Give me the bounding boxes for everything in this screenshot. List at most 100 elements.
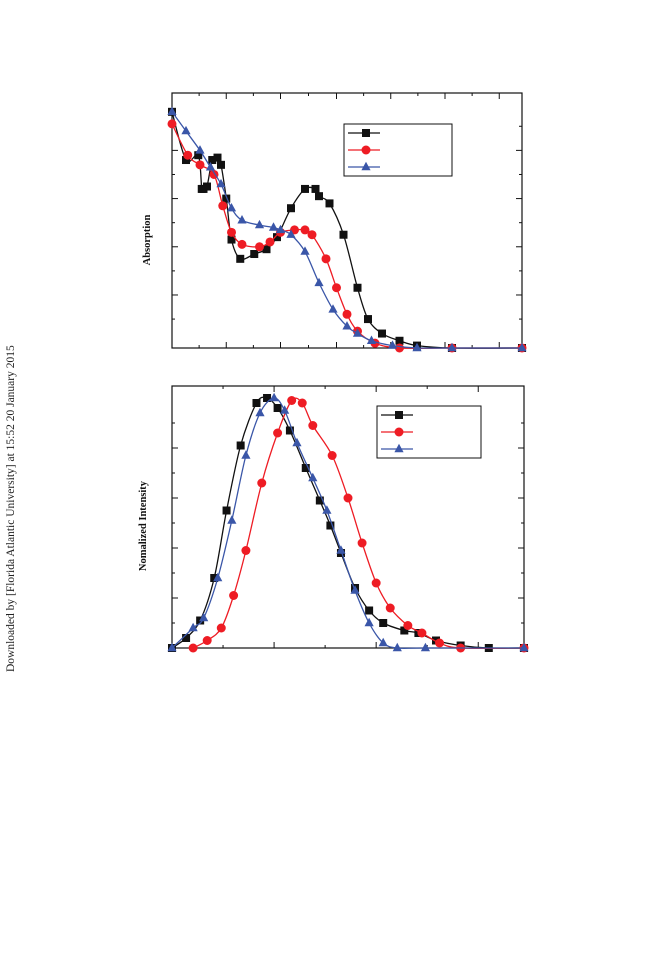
- y-axis-label: Nomalized Intensity: [138, 480, 149, 571]
- series-2-point: [307, 230, 317, 240]
- emission-chart: Nomalized Intensity: [138, 385, 529, 653]
- series-1-point: [262, 245, 271, 254]
- series-3-point: [268, 222, 279, 231]
- series-1-point: [194, 151, 203, 160]
- series-1-point: [378, 329, 386, 338]
- series-1-point: [379, 619, 388, 627]
- series-1-point: [301, 184, 309, 193]
- series-3-point: [237, 215, 247, 224]
- series-1-point: [236, 254, 245, 263]
- series-3-point: [336, 545, 346, 554]
- series-1-point: [252, 399, 261, 407]
- series-3-point: [517, 342, 527, 352]
- series-2-point: [297, 398, 307, 408]
- series-2-point: [332, 283, 341, 293]
- series-1-point: [365, 606, 374, 615]
- series-3-point: [241, 450, 251, 459]
- series-1-point: [326, 521, 335, 530]
- series-2-point: [255, 242, 264, 252]
- series-1-point: [395, 336, 404, 345]
- series-2-point: [300, 225, 310, 235]
- series-1-point: [273, 404, 282, 412]
- series-2-point: [237, 239, 247, 249]
- series-2-point: [202, 636, 212, 645]
- series-3-point: [227, 515, 237, 524]
- series-3-point: [378, 637, 388, 647]
- legend-marker-2: [394, 427, 404, 437]
- series-2-point: [343, 493, 353, 503]
- series-3-point: [275, 224, 286, 234]
- series-1-point: [222, 506, 231, 515]
- series-3-point: [199, 612, 209, 622]
- series-3-point: [205, 162, 216, 171]
- series-2-point: [327, 451, 337, 460]
- series-2-point: [183, 150, 193, 160]
- series-3-point: [181, 125, 191, 135]
- series-3-point: [364, 617, 374, 627]
- series-2-point: [287, 396, 297, 405]
- series-3-point: [314, 277, 324, 287]
- series-1-point: [400, 626, 409, 635]
- series-3-point: [350, 585, 360, 594]
- series-3-point: [322, 505, 332, 514]
- series-1-point: [227, 235, 236, 244]
- series-2-point: [229, 591, 239, 600]
- series-2-point: [257, 478, 267, 488]
- series-3-point: [292, 437, 302, 447]
- legend-marker-3: [394, 443, 404, 453]
- absorption-chart: Absorption: [142, 92, 527, 353]
- series-1-point: [353, 283, 362, 292]
- series-2-point: [188, 643, 198, 653]
- series-3-point: [342, 321, 352, 330]
- series-3-point: [167, 106, 177, 116]
- series-1-point: [213, 153, 222, 162]
- plot-frame: [171, 92, 523, 349]
- series-1-point: [301, 464, 310, 472]
- series-2-point: [357, 538, 367, 548]
- series-1-point: [250, 250, 259, 259]
- legend-marker-1: [395, 411, 403, 419]
- series-3-point: [387, 340, 398, 349]
- series-2-point: [308, 421, 318, 430]
- legend-marker-2: [361, 145, 371, 155]
- series-1-point: [364, 315, 372, 324]
- plot-frame: [171, 385, 525, 649]
- series-3-point: [226, 203, 237, 212]
- series-3-point: [280, 405, 290, 414]
- series-2-point: [273, 428, 283, 438]
- series-2-point: [435, 638, 445, 648]
- series-3-point: [447, 342, 457, 352]
- series-3-point: [420, 642, 431, 652]
- legend-marker-3: [361, 161, 371, 171]
- legend-marker-1: [362, 129, 370, 137]
- series-1-point: [339, 230, 348, 239]
- series-2-point: [167, 119, 177, 129]
- series-3-point: [167, 642, 177, 652]
- series-3-point: [213, 572, 223, 582]
- series-3-point: [308, 472, 318, 482]
- series-1-point: [263, 394, 272, 402]
- series-1-point: [182, 156, 190, 165]
- series-3-point: [195, 145, 205, 154]
- series-3-point: [300, 246, 310, 255]
- series-2-point: [227, 227, 236, 237]
- series-3-point: [286, 229, 296, 238]
- series-1-point: [311, 184, 320, 193]
- series-2-point: [218, 201, 228, 211]
- series-3-point: [216, 178, 226, 188]
- series-1-point: [287, 204, 295, 213]
- series-3-point: [366, 335, 377, 344]
- series-1-point: [273, 233, 281, 242]
- series-2-point: [403, 621, 413, 630]
- series-2-point: [385, 603, 395, 613]
- series-2-point: [417, 628, 427, 638]
- series-3-point: [269, 392, 279, 402]
- series-3-point: [328, 304, 338, 313]
- series-2-point: [195, 160, 205, 170]
- series-2-point: [241, 546, 251, 555]
- series-1-point: [285, 426, 294, 435]
- series-1-point: [222, 194, 231, 203]
- series-1-point: [315, 192, 323, 201]
- series-1-point: [182, 634, 191, 642]
